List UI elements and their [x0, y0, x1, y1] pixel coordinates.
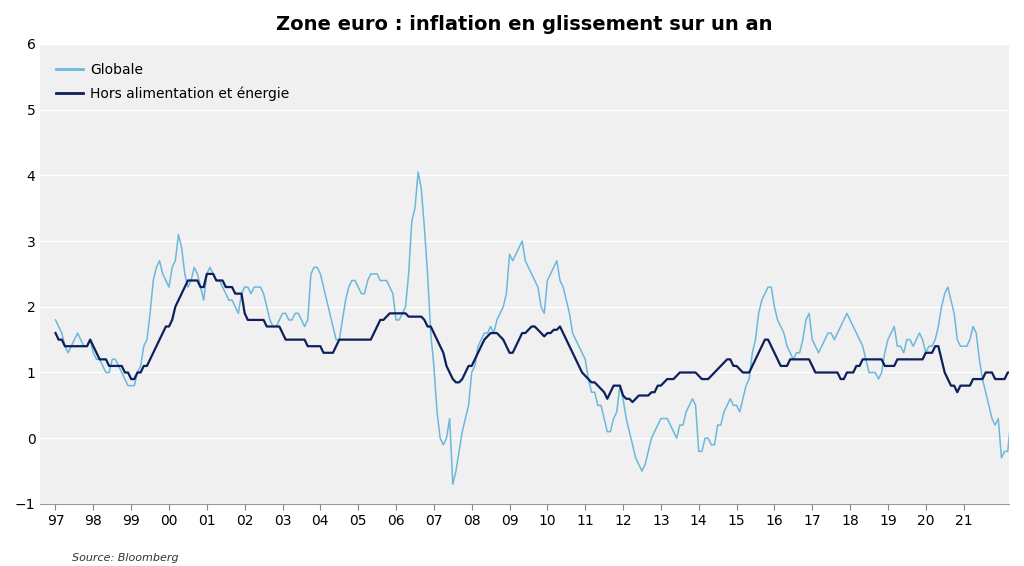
Globale [198, 297, 210, 303]
Hors alimentation et énergie [289, 336, 301, 343]
Hors alimentation et énergie [627, 398, 639, 405]
Line: Globale: Globale [55, 116, 1024, 484]
Title: Zone euro : inflation en glissement sur un an: Zone euro : inflation en glissement sur … [276, 15, 773, 34]
Hors alimentation et énergie [286, 336, 298, 343]
Hors alimentation et énergie [49, 329, 61, 336]
Line: Hors alimentation et énergie: Hors alimentation et énergie [55, 267, 1024, 402]
Globale [49, 316, 61, 323]
Legend: Globale, Hors alimentation et énergie: Globale, Hors alimentation et énergie [50, 58, 295, 107]
Globale [916, 336, 929, 343]
Hors alimentation et énergie [671, 372, 683, 379]
Hors alimentation et énergie [425, 323, 437, 330]
Globale [446, 481, 459, 488]
Text: Source: Bloomberg: Source: Bloomberg [72, 553, 178, 563]
Hors alimentation et énergie [103, 363, 116, 370]
Globale [740, 382, 753, 389]
Globale [1008, 402, 1020, 409]
Globale [324, 310, 336, 317]
Globale [815, 343, 827, 350]
Hors alimentation et énergie [580, 372, 592, 379]
